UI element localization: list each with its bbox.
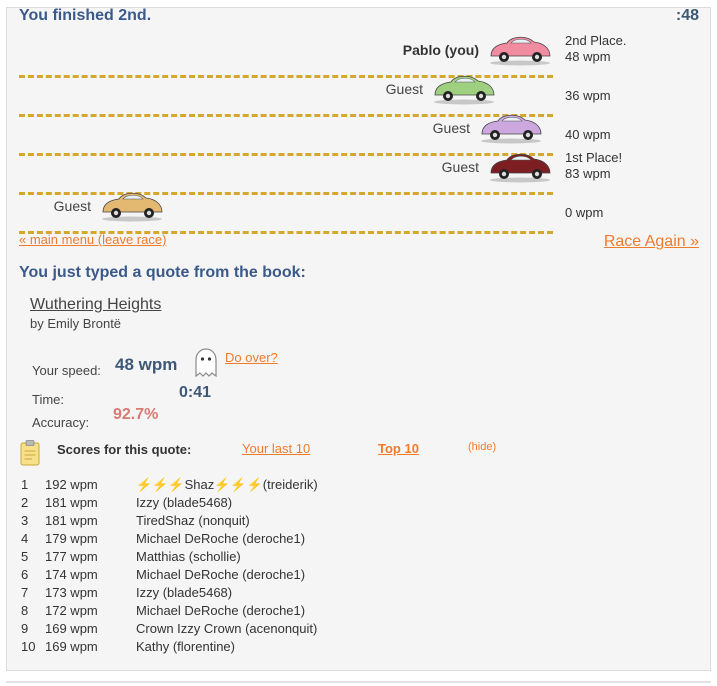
main-menu-link[interactable]: « main menu (leave race) [19,232,167,247]
accuracy-value: 92.7% [113,406,159,423]
time-label: Time: [32,392,65,407]
score-racer-name: Shaz [184,477,215,492]
tab-top-10[interactable]: Top 10 [378,441,419,456]
racer-name: Guest [385,81,423,97]
speed-label: Your speed: [32,363,101,378]
score-racer: Michael DeRoche (deroche1) [136,531,306,546]
speed-value: 48 wpm [115,355,178,374]
race-lane: Guest [19,112,553,156]
score-rank: 9 [21,621,29,636]
score-rank: 6 [21,567,29,582]
racer-result-line: 1st Place! [565,150,623,165]
hide-scores-link[interactable]: (hide) [468,441,497,453]
score-racer: ⚡⚡⚡Shaz⚡⚡⚡(treiderik) [136,477,318,493]
racer-result: 36 wpm [565,88,611,104]
score-racer: Michael DeRoche (deroche1) [136,567,306,582]
clipboard-icon [20,440,40,466]
racer-result-line: 0 wpm [565,205,604,220]
do-over-link[interactable]: Do over? [225,350,278,365]
score-wpm: 181 wpm [45,513,98,528]
score-racer: Crown Izzy Crown (acenonquit) [136,621,318,636]
race-lane: Pablo (you) [19,34,553,78]
book-title-link[interactable]: Wuthering Heights [30,296,162,313]
race-lane: Guest [19,73,553,117]
lightning-icon: ⚡⚡⚡ [214,477,263,492]
score-rank: 5 [21,549,29,564]
accuracy-label: Accuracy: [32,415,90,430]
tab-your-last-10[interactable]: Your last 10 [242,441,311,456]
racer-result: 1st Place! 83 wpm [565,150,622,182]
race-status: You finished 2nd. [19,7,152,24]
score-racer: Kathy (florentine) [136,639,235,654]
lightning-icon: ⚡⚡⚡ [136,477,185,492]
score-racer: Izzy (blade5468) [136,585,233,600]
race-again-link[interactable]: Race Again » [603,233,699,250]
score-wpm: 192 wpm [45,477,98,492]
score-racer: Matthias (schollie) [136,549,241,564]
racer-result: 40 wpm [565,127,611,143]
score-racer: TiredShaz (nonquit) [136,513,250,528]
divider [6,681,711,683]
score-wpm: 172 wpm [45,603,98,618]
score-wpm: 181 wpm [45,495,98,510]
ghost-icon [195,348,217,378]
race-timer: :48 [675,7,699,24]
race-car-icon [487,34,553,66]
score-racer-username: (treiderik) [262,477,318,492]
race-lane: Guest [19,151,553,195]
score-wpm: 169 wpm [45,639,98,654]
race-lane: Guest [19,190,553,234]
score-wpm: 169 wpm [45,621,98,636]
racer-name: Guest [432,120,470,136]
racer-result: 0 wpm [565,205,603,221]
score-rank: 8 [21,603,29,618]
race-results-panel [6,7,711,671]
score-rank: 2 [21,495,29,510]
racer-result: 2nd Place. 48 wpm [565,33,626,65]
racer-result-line: 36 wpm [565,88,611,103]
score-rank: 4 [21,531,29,546]
racer-result-line: 40 wpm [565,127,611,142]
time-value: 0:41 [179,384,212,401]
score-wpm: 173 wpm [45,585,98,600]
racer-result-line: 2nd Place. [565,33,627,48]
score-wpm: 179 wpm [45,531,98,546]
score-rank: 7 [21,585,29,600]
race-car-icon [99,190,165,222]
score-racer: Michael DeRoche (deroche1) [136,603,306,618]
quote-heading: You just typed a quote from the book: [19,264,306,281]
race-car-icon [431,73,497,105]
racer-name: Guest [53,198,91,214]
book-author: by Emily Brontë [30,316,122,331]
score-rank: 1 [21,477,29,492]
racer-name: Pablo (you) [402,42,479,58]
score-wpm: 174 wpm [45,567,98,582]
score-rank: 10 [21,639,36,654]
racer-result-line: 48 wpm [565,49,611,64]
score-racer: Izzy (blade5468) [136,495,233,510]
score-rank: 3 [21,513,29,528]
racer-name: Guest [441,159,479,175]
race-car-icon [487,151,553,183]
race-car-icon [478,112,544,144]
racer-result-line: 83 wpm [565,166,611,181]
scores-label: Scores for this quote: [57,442,192,457]
score-wpm: 177 wpm [45,549,98,564]
